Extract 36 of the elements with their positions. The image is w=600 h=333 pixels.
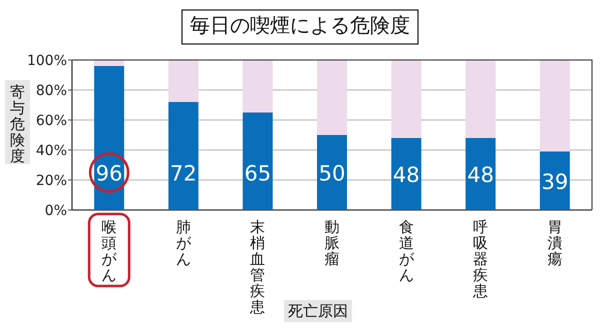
- bar: [466, 138, 496, 210]
- x-axis-title: 死亡原因: [288, 302, 348, 320]
- data-label: 39: [541, 170, 568, 194]
- bar: [242, 60, 273, 112]
- bar: [168, 60, 198, 102]
- y-tick-label: 60%: [36, 113, 67, 129]
- bar: [94, 66, 124, 210]
- data-label: 65: [244, 162, 272, 186]
- bar: [466, 60, 496, 138]
- data-label: 48: [467, 163, 494, 187]
- bar: [94, 60, 124, 66]
- bar: [391, 138, 422, 210]
- x-tick-label: 呼吸器疾患: [472, 218, 488, 300]
- x-tick-label: 末梢血管疾患: [249, 218, 266, 316]
- x-tick-label: 胃潰瘍: [547, 218, 562, 268]
- bar: [540, 60, 570, 152]
- bar: [391, 60, 422, 138]
- y-axis-title: 寄与危険度: [10, 83, 25, 165]
- data-label: 50: [318, 162, 346, 186]
- bar: [168, 102, 198, 210]
- data-label: 96: [96, 162, 123, 186]
- data-label: 72: [170, 162, 197, 186]
- y-tick-label: 40%: [36, 143, 67, 159]
- y-tick-label: 100%: [26, 53, 67, 69]
- x-tick-label: 肺がん: [176, 218, 192, 268]
- x-tick-label: 食道がん: [398, 218, 415, 284]
- chart-title: 毎日の喫煙による危険度: [190, 13, 410, 37]
- x-tick-label: 喉頭がん: [102, 218, 118, 284]
- bar: [317, 135, 347, 210]
- y-tick-label: 80%: [36, 83, 67, 99]
- bar: [317, 60, 347, 135]
- bar: [242, 112, 273, 210]
- y-tick-label: 20%: [36, 173, 67, 189]
- x-tick-label: 動脈瘤: [324, 218, 340, 268]
- y-tick-label: 0%: [44, 203, 67, 219]
- data-label: 48: [392, 163, 420, 187]
